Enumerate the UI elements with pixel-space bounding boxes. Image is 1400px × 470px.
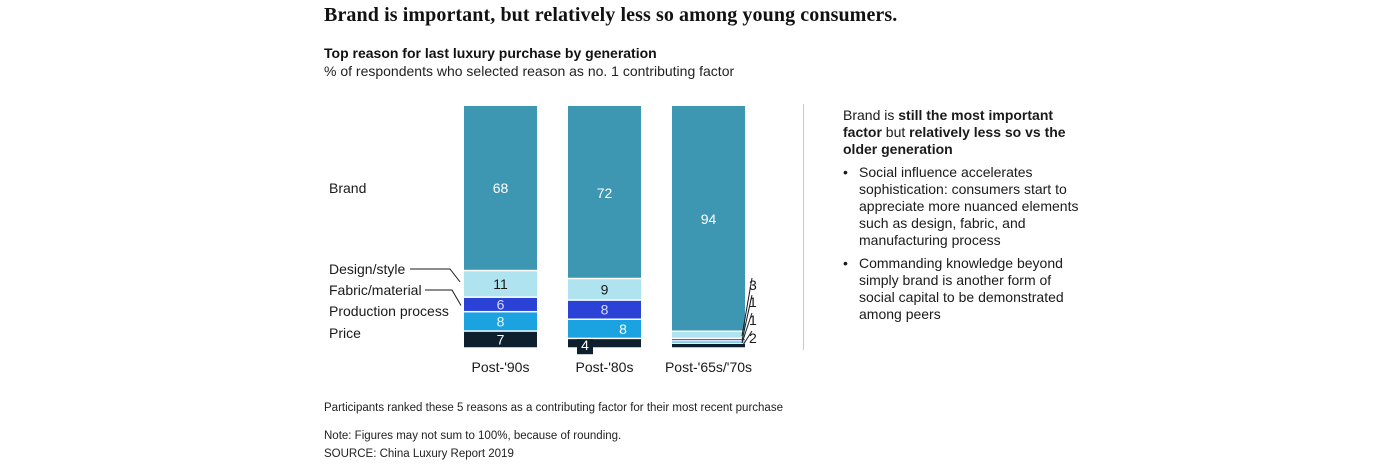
bar-segment-price: [568, 339, 641, 348]
data-label: 68: [493, 180, 509, 196]
chart-title: Top reason for last luxury purchase by g…: [324, 45, 657, 61]
data-label: 8: [601, 302, 609, 318]
bar-segment-design-style: [464, 271, 537, 297]
insight-bullet-text: Commanding knowledge beyond simply brand…: [859, 255, 1064, 322]
bar-segment-production-process: [464, 312, 537, 331]
footnote-participants: Participants ranked these 5 reasons as a…: [324, 402, 783, 414]
bar-segment-price: [464, 331, 537, 348]
data-label: 4: [581, 337, 589, 353]
category-label: Post-'90s: [472, 359, 530, 375]
insight-panel: Brand is still the most important factor…: [843, 107, 1083, 329]
bullet-icon: •: [843, 255, 848, 271]
chart-subtitle: % of respondents who selected reason as …: [324, 63, 735, 79]
legend-label: Fabric/material: [329, 282, 422, 298]
data-label: 72: [597, 185, 613, 201]
leader-line: [741, 294, 753, 341]
legend-label: Design/style: [329, 261, 405, 277]
insight-bullet: • Commanding knowledge beyond simply bra…: [843, 255, 1083, 323]
divider: [803, 104, 804, 350]
data-label: 94: [701, 211, 717, 227]
footnote-note: Note: Figures may not sum to 100%, becau…: [324, 430, 622, 442]
bar-segment-brand: [464, 106, 537, 270]
category-label: Post-'80s: [576, 359, 634, 375]
legend-leader-line: [410, 268, 461, 283]
legend-leader-line: [425, 289, 462, 306]
bar-segment-production-process: [568, 319, 641, 338]
insight-lead-text: but: [881, 124, 910, 140]
data-label: 9: [601, 281, 609, 297]
bar-segment-design-style: [672, 331, 745, 338]
data-label: 7: [497, 332, 505, 348]
legend-label: Brand: [329, 180, 366, 196]
bar-segment-fabric-material: [672, 339, 745, 341]
leader-line: [741, 277, 753, 336]
legend-label: Price: [329, 325, 361, 341]
data-label: 3: [749, 277, 757, 293]
insight-lead-text: Brand is: [843, 107, 899, 123]
bar-segment-fabric-material: [464, 297, 537, 311]
insight-bullet-text: Social influence accelerates sophisticat…: [859, 164, 1079, 248]
bar-segment-fabric-material: [568, 300, 641, 319]
leader-line: [741, 330, 753, 347]
data-label: 11: [493, 276, 508, 292]
insight-lead-emphasis: still the most important factor: [843, 107, 1054, 140]
insight-bullets: • Social influence accelerates sophistic…: [843, 164, 1083, 323]
bar-segment-design-style: [568, 279, 641, 300]
bar-segment-brand: [568, 106, 641, 278]
insight-lead-emphasis: relatively less so vs the older generati…: [843, 124, 1066, 157]
bar-segment-brand: [672, 106, 745, 331]
bar-segment-production-process: [672, 341, 745, 343]
footnote-source: SOURCE: China Luxury Report 2019: [324, 448, 514, 460]
data-label: 6: [497, 296, 505, 312]
leader-line: [741, 312, 753, 344]
headline: Brand is important, but relatively less …: [324, 4, 898, 26]
data-label: 1: [749, 312, 757, 328]
data-label: 8: [619, 321, 627, 337]
bullet-icon: •: [843, 164, 848, 180]
data-label: 2: [749, 330, 757, 346]
category-label: Post-'65s/'70s: [665, 359, 752, 375]
insight-bullet: • Social influence accelerates sophistic…: [843, 164, 1083, 249]
data-label-bg: [577, 339, 593, 355]
legend-label: Production process: [329, 303, 449, 319]
insight-lead: Brand is still the most important factor…: [843, 107, 1083, 158]
bar-segment-price: [672, 343, 745, 348]
data-label: 8: [497, 313, 505, 329]
data-label: 1: [749, 294, 757, 310]
